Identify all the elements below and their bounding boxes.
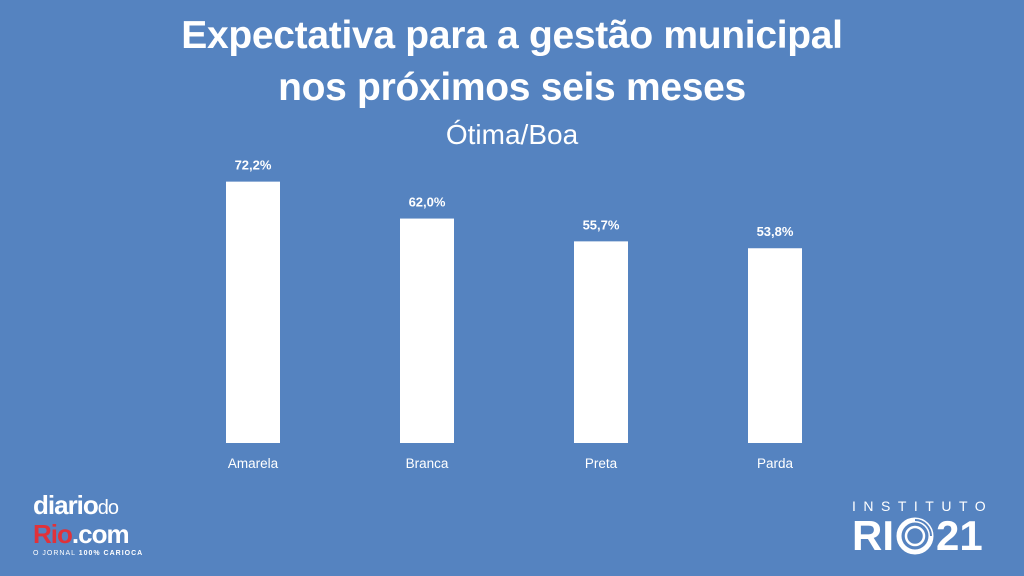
chart-subtitle: Ótima/Boa [445,119,579,150]
value-label-preta: 55,7% [583,217,620,232]
diariodorio-logo: diariodo Rio.com O JORNAL 100% CARIOCA [33,492,153,564]
value-label-amarela: 72,2% [235,158,272,173]
category-label-branca: Branca [406,456,449,471]
chart-title-line-2: nos próximos seis meses [278,66,746,109]
value-label-parda: 53,8% [757,224,794,239]
instituto-rio21-logo: INSTITUTO RI 21 [852,498,1002,560]
logo-text-rio: Rio [33,519,73,549]
logo-tagline-a: O JORNAL [33,550,79,557]
logo-21-text: 21 [936,512,983,559]
logo-text-do: do [97,497,119,519]
logo-tagline-b: 100% CARIOCA [78,550,144,557]
logo-ring-icon [896,517,934,555]
category-label-amarela: Amarela [228,456,279,471]
bar-branca [400,218,454,443]
logo-ri-text: RI [852,512,894,559]
category-label-parda: Parda [757,456,794,471]
logo-text-diario: diario [33,490,99,520]
chart-title: Expectativa para a gestão municipal nos … [0,10,1024,114]
bar-preta [574,241,628,443]
chart-title-line-1: Expectativa para a gestão municipal [181,14,843,57]
bar-amarela [226,181,280,444]
value-label-branca: 62,0% [409,195,446,210]
logo-text-com: .com [71,519,130,549]
category-label-preta: Preta [585,456,618,471]
bar-parda [748,248,802,443]
logo-instituto-text: INSTITUTO [852,498,994,514]
